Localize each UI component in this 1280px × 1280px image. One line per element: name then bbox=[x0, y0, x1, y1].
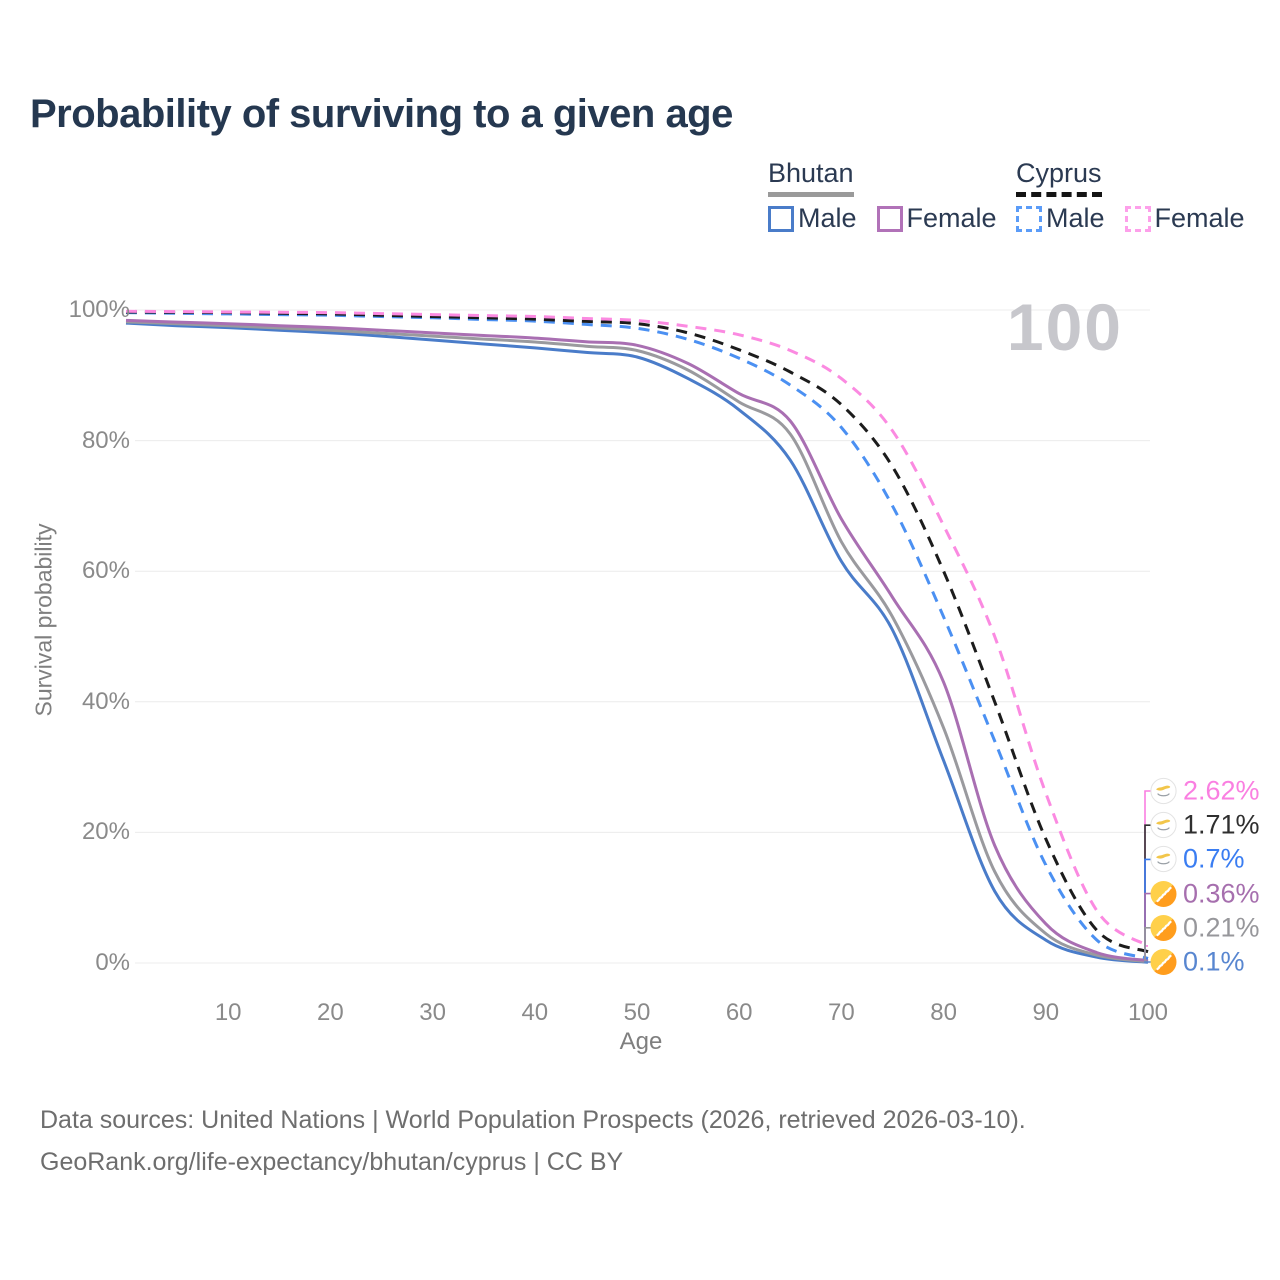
max-age-watermark: 100 bbox=[1006, 290, 1123, 364]
cyprus-flag-icon bbox=[1150, 846, 1177, 873]
series-line-cyprus-male[interactable] bbox=[125, 311, 1149, 960]
legend-item-label: Female bbox=[1154, 203, 1245, 233]
legend-item-label: Male bbox=[798, 203, 857, 233]
legend-item-label: Male bbox=[1046, 203, 1105, 233]
legend-title-bhutan: Bhutan bbox=[768, 158, 854, 197]
end-label-cyprus: 1.71% bbox=[1150, 810, 1260, 841]
page-title: Probability of surviving to a given age bbox=[30, 92, 733, 136]
series-line-bhutan[interactable] bbox=[125, 320, 1149, 964]
x-tick-label: 100 bbox=[1127, 999, 1169, 1026]
x-tick-label: 50 bbox=[623, 999, 651, 1026]
y-tick-label: 80% bbox=[81, 426, 130, 454]
legend-item-cyprus-female[interactable]: Female bbox=[1124, 203, 1245, 234]
x-tick-label: 40 bbox=[521, 999, 549, 1026]
y-tick-label: 60% bbox=[81, 557, 130, 585]
cyprus-flag-icon bbox=[1150, 777, 1177, 805]
x-tick-label: 10 bbox=[214, 999, 242, 1026]
end-label-value: 0.1% bbox=[1183, 946, 1245, 977]
legend-swatch-cyprus-male bbox=[1016, 205, 1042, 232]
end-label-value: 0.21% bbox=[1183, 912, 1260, 943]
x-tick-label: 30 bbox=[419, 999, 446, 1026]
x-axis-title: Age bbox=[619, 1028, 663, 1055]
legend-group-cyprus: Cyprus Male Female bbox=[1016, 158, 1245, 234]
y-tick-label: 100% bbox=[68, 296, 130, 323]
legend-item-bhutan-female[interactable]: Female bbox=[876, 203, 997, 234]
x-tick-label: 60 bbox=[725, 999, 753, 1026]
series-line-bhutan-male[interactable] bbox=[125, 321, 1149, 964]
series-line-cyprus[interactable] bbox=[125, 310, 1149, 954]
footer-source-line: Data sources: United Nations | World Pop… bbox=[40, 1106, 1026, 1134]
bhutan-flag-icon bbox=[1150, 949, 1177, 975]
legend-item-bhutan-male[interactable]: Male bbox=[768, 203, 857, 234]
y-tick-label: 0% bbox=[95, 949, 130, 976]
end-label-value: 0.7% bbox=[1183, 843, 1245, 874]
legend-items-bhutan: Male Female bbox=[768, 203, 997, 234]
series-line-cyprus-female[interactable] bbox=[125, 309, 1149, 948]
end-label-value: 1.71% bbox=[1183, 809, 1260, 840]
legend-swatch-cyprus-female bbox=[1124, 205, 1151, 232]
legend-swatch-bhutan-female bbox=[876, 205, 903, 232]
legend-title-cyprus: Cyprus bbox=[1016, 158, 1102, 197]
x-tick-label: 90 bbox=[1032, 999, 1060, 1026]
bhutan-flag-icon bbox=[1150, 914, 1177, 941]
end-label-value: 0.36% bbox=[1183, 878, 1260, 909]
legend-swatch-bhutan-male bbox=[768, 205, 794, 232]
x-tick-label: 20 bbox=[317, 999, 344, 1026]
x-tick-label: 80 bbox=[930, 999, 957, 1026]
y-tick-label: 20% bbox=[81, 818, 130, 846]
footer-url-line: GeoRank.org/life-expectancy/bhutan/cypru… bbox=[40, 1148, 624, 1176]
end-label-bhutan-male: 0.1% bbox=[1150, 947, 1245, 978]
legend-item-label: Female bbox=[906, 203, 997, 233]
end-label-cyprus-male: 0.7% bbox=[1150, 844, 1245, 875]
x-tick-label: 70 bbox=[828, 999, 855, 1026]
end-label-cyprus-female: 2.62% bbox=[1150, 776, 1260, 807]
y-tick-label: 40% bbox=[81, 687, 130, 715]
legend-item-cyprus-male[interactable]: Male bbox=[1016, 203, 1105, 234]
series-line-bhutan-female[interactable] bbox=[125, 318, 1149, 963]
bhutan-flag-icon bbox=[1150, 880, 1177, 907]
legend-items-cyprus: Male Female bbox=[1016, 203, 1245, 234]
cyprus-flag-icon bbox=[1150, 812, 1177, 839]
end-label-bhutan-female: 0.36% bbox=[1150, 878, 1260, 909]
legend-group-bhutan: Bhutan Male Female bbox=[768, 158, 997, 234]
end-label-bhutan: 0.21% bbox=[1150, 912, 1260, 943]
end-label-value: 2.62% bbox=[1183, 775, 1260, 806]
